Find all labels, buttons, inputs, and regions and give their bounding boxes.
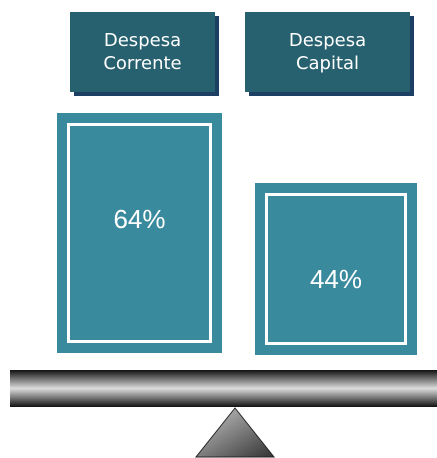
beam	[10, 370, 437, 407]
fulcrum	[194, 407, 276, 458]
header-box: Despesa Corrente	[70, 12, 215, 92]
header-box: Despesa Capital	[245, 12, 410, 92]
header-label: Despesa Capital	[288, 30, 367, 74]
header-label: Despesa Corrente	[103, 30, 182, 74]
value-label: 64%	[67, 123, 212, 343]
value-box: 64%	[57, 113, 222, 353]
value-box: 44%	[255, 183, 417, 355]
value-label: 44%	[265, 193, 407, 345]
